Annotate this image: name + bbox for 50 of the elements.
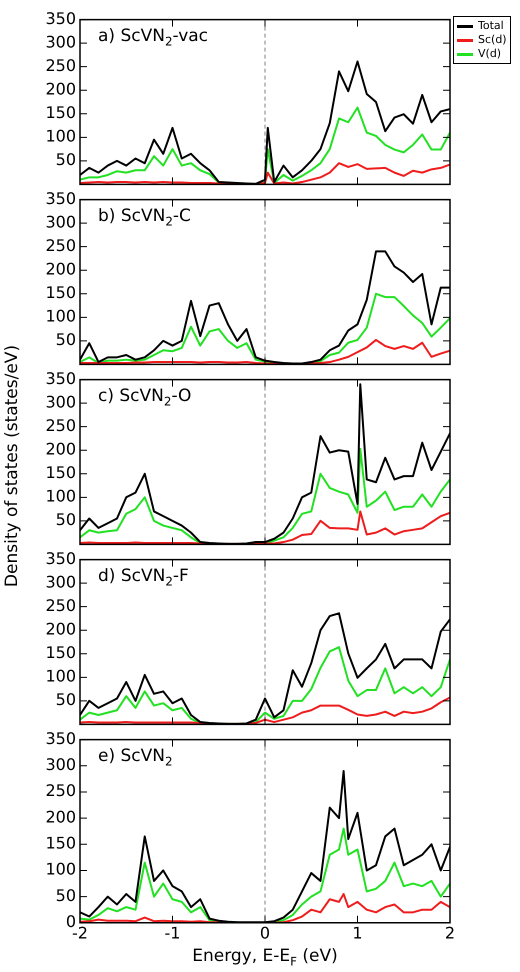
y-tick-label: 50 [56, 510, 76, 530]
text: d) ScVN$_{2}$-F [98, 566, 189, 588]
y-tick-label: 250 [45, 416, 76, 435]
y-axis-title: Density of states (states/eV) [2, 344, 22, 588]
y-tick-label: 150 [45, 833, 76, 852]
y-tick-label: 300 [45, 754, 76, 774]
legend-label: V(d) [478, 47, 502, 61]
y-tick-label: 100 [45, 666, 76, 686]
text: e) ScVN$_{2}$ [98, 746, 173, 768]
y-tick-label: 150 [45, 642, 76, 662]
y-tick-label: 350 [45, 8, 76, 28]
y-tick-label: 50 [56, 150, 76, 170]
y-tick-label: 300 [45, 32, 76, 52]
y-tick-label: 250 [45, 781, 76, 800]
y-tick-label: 200 [45, 259, 76, 278]
legend-label: Sc(d) [478, 33, 507, 47]
y-tick-label: 350 [45, 728, 76, 748]
x-axis-title: Energy, E-E$_{F}$ (eV) [191, 946, 339, 968]
y-tick-label: 150 [45, 462, 76, 482]
y-tick-label: 200 [45, 439, 76, 458]
y-tick-label: 300 [45, 572, 76, 592]
y-tick-label: 350 [45, 368, 76, 388]
text: c) ScVN$_{2}$-O [98, 386, 192, 408]
y-tick-label: 0 [66, 912, 76, 931]
y-tick-label: 200 [45, 807, 76, 826]
y-tick-label: 350 [45, 548, 76, 568]
text: a) ScVN$_{2}$-vac [98, 26, 208, 48]
x-tick-label: 2 [444, 924, 456, 943]
y-tick-label: 50 [56, 690, 76, 710]
y-tick-label: 200 [45, 619, 76, 638]
x-tick-label: 0 [260, 924, 270, 943]
text: b) ScVN$_{2}$-C [98, 206, 191, 228]
y-tick-label: 100 [45, 860, 76, 879]
y-tick-label: 250 [45, 596, 76, 615]
x-tick-label: -1 [164, 924, 180, 943]
y-tick-label: 250 [45, 236, 76, 255]
y-tick-label: 50 [56, 330, 76, 350]
x-tick-label: 1 [352, 924, 363, 943]
y-tick-label: 250 [45, 56, 76, 75]
y-tick-label: 350 [45, 188, 76, 208]
y-tick-label: 200 [45, 79, 76, 98]
y-tick-label: 50 [56, 886, 76, 905]
y-tick-label: 100 [45, 126, 76, 146]
y-tick-label: 150 [45, 102, 76, 122]
y-tick-label: 300 [45, 392, 76, 412]
y-tick-label: 150 [45, 282, 76, 302]
legend-label: Total [478, 19, 504, 33]
y-tick-label: 100 [45, 486, 76, 506]
y-tick-label: 300 [45, 212, 76, 232]
y-tick-label: 100 [45, 306, 76, 326]
